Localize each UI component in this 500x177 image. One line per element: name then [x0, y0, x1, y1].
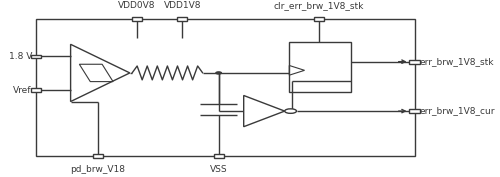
Text: VSS: VSS	[210, 165, 228, 174]
Polygon shape	[410, 60, 420, 64]
Polygon shape	[214, 154, 224, 158]
Circle shape	[284, 109, 296, 113]
Polygon shape	[32, 55, 42, 58]
Polygon shape	[314, 17, 324, 21]
Polygon shape	[289, 42, 350, 92]
Polygon shape	[93, 154, 103, 158]
Text: err_brw_1V8_cur: err_brw_1V8_cur	[419, 107, 494, 116]
Polygon shape	[132, 17, 141, 21]
Polygon shape	[410, 109, 420, 113]
Circle shape	[216, 72, 222, 74]
Text: VDD0V8: VDD0V8	[118, 1, 156, 10]
Polygon shape	[70, 44, 130, 102]
Polygon shape	[177, 17, 187, 21]
Text: err_brw_1V8_stk: err_brw_1V8_stk	[419, 57, 494, 66]
Polygon shape	[244, 95, 284, 127]
Text: Vref: Vref	[14, 86, 32, 95]
Text: clr_err_brw_1V8_stk: clr_err_brw_1V8_stk	[274, 1, 364, 10]
Text: 1.8 V: 1.8 V	[8, 52, 32, 61]
Text: pd_brw_V18: pd_brw_V18	[70, 165, 126, 174]
Polygon shape	[32, 88, 42, 92]
Text: VDD1V8: VDD1V8	[164, 1, 201, 10]
